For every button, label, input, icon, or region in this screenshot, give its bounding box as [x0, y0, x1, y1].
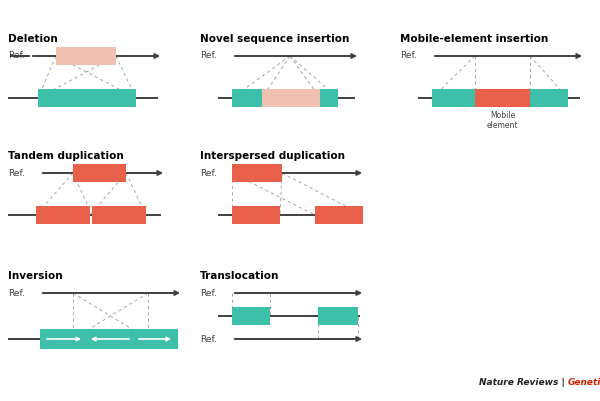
Bar — [73, 164, 126, 182]
Text: Nature Reviews |: Nature Reviews | — [479, 378, 568, 387]
Text: Ref.: Ref. — [400, 51, 417, 61]
Bar — [56, 47, 116, 65]
Text: Ref.: Ref. — [8, 168, 25, 178]
Bar — [315, 206, 363, 224]
Text: Ref.: Ref. — [8, 51, 25, 61]
Bar — [40, 329, 178, 349]
Bar — [475, 89, 530, 107]
Bar — [232, 307, 270, 325]
Bar — [318, 307, 358, 325]
Text: Tandem duplication: Tandem duplication — [8, 151, 124, 161]
Text: Genetics: Genetics — [568, 378, 600, 387]
Text: Interspersed duplication: Interspersed duplication — [200, 151, 345, 161]
Text: Translocation: Translocation — [200, 271, 280, 281]
Bar — [92, 206, 146, 224]
Text: Inversion: Inversion — [8, 271, 62, 281]
Bar — [36, 206, 90, 224]
Bar — [232, 89, 262, 107]
Text: Novel sequence insertion: Novel sequence insertion — [200, 34, 349, 44]
Bar — [262, 89, 320, 107]
Bar — [320, 89, 338, 107]
Bar — [432, 89, 475, 107]
Bar — [38, 89, 136, 107]
Text: Mobile
element: Mobile element — [487, 111, 518, 130]
Text: Ref.: Ref. — [8, 288, 25, 298]
Text: Ref.: Ref. — [200, 334, 217, 344]
Bar — [232, 206, 280, 224]
Bar — [530, 89, 568, 107]
Text: Mobile-element insertion: Mobile-element insertion — [400, 34, 548, 44]
Bar — [232, 164, 282, 182]
Text: Ref.: Ref. — [200, 51, 217, 61]
Text: Deletion: Deletion — [8, 34, 58, 44]
Text: Ref.: Ref. — [200, 288, 217, 298]
Text: Ref.: Ref. — [200, 168, 217, 178]
